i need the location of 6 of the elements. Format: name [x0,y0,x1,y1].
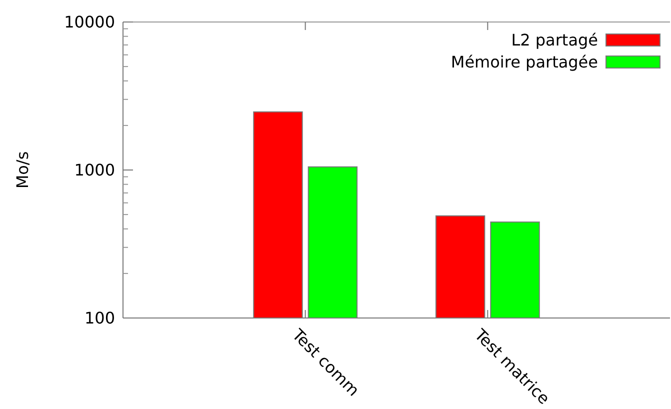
y-tick-label: 10000 [64,12,115,32]
legend-label: Mémoire partagée [450,52,598,72]
y-tick-label: 100 [84,308,115,328]
legend-label: L2 partagé [511,30,598,50]
y-tick-label: 1000 [74,160,115,180]
y-axis-title: Mo/s [13,151,32,189]
